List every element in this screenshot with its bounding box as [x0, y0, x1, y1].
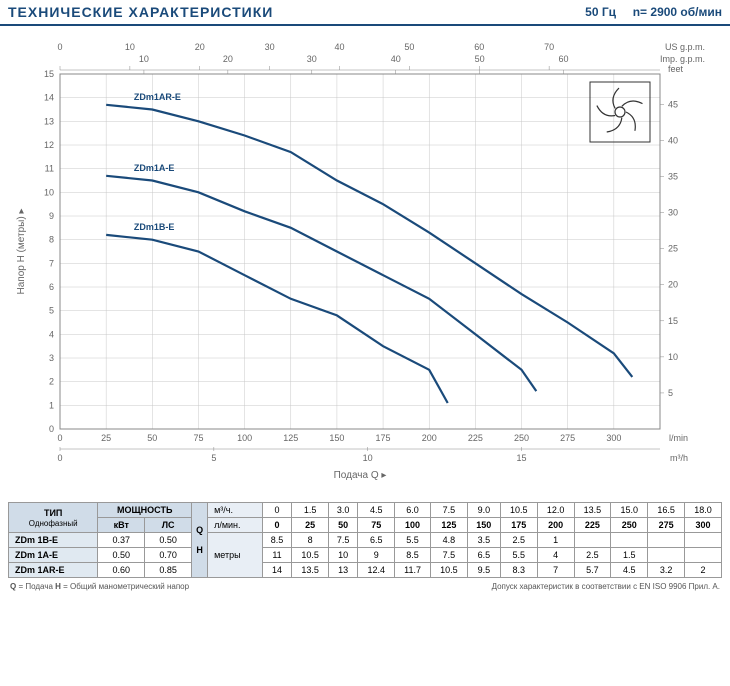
svg-text:25: 25	[101, 433, 111, 443]
svg-text:0: 0	[57, 453, 62, 463]
svg-text:60: 60	[474, 42, 484, 52]
svg-text:0: 0	[49, 424, 54, 434]
svg-text:100: 100	[237, 433, 252, 443]
svg-text:15: 15	[44, 69, 54, 79]
svg-text:13: 13	[44, 116, 54, 126]
svg-text:70: 70	[544, 42, 554, 52]
svg-text:30: 30	[307, 54, 317, 64]
svg-text:175: 175	[376, 433, 391, 443]
svg-text:25: 25	[668, 244, 678, 254]
svg-text:10: 10	[363, 453, 373, 463]
svg-text:125: 125	[283, 433, 298, 443]
svg-text:Напор H (метры) ▸: Напор H (метры) ▸	[16, 209, 27, 295]
svg-text:15: 15	[668, 316, 678, 326]
svg-text:200: 200	[422, 433, 437, 443]
performance-chart: 0123456789101112131415025507510012515017…	[10, 34, 720, 484]
chart-container: 0123456789101112131415025507510012515017…	[0, 34, 730, 484]
iso-note: Допуск характеристик в соответствии с EN…	[492, 582, 720, 591]
svg-text:5: 5	[668, 388, 673, 398]
svg-text:14: 14	[44, 93, 54, 103]
svg-text:275: 275	[560, 433, 575, 443]
svg-text:300: 300	[606, 433, 621, 443]
svg-text:50: 50	[147, 433, 157, 443]
freq-label: 50 Гц	[585, 5, 616, 19]
q-def: = Подача	[16, 582, 55, 591]
svg-text:2: 2	[49, 377, 54, 387]
svg-text:50: 50	[404, 42, 414, 52]
svg-text:40: 40	[334, 42, 344, 52]
svg-text:8: 8	[49, 235, 54, 245]
svg-text:20: 20	[668, 280, 678, 290]
svg-text:30: 30	[265, 42, 275, 52]
svg-text:15: 15	[517, 453, 527, 463]
svg-text:Подача Q ▸: Подача Q ▸	[334, 470, 387, 481]
svg-text:10: 10	[139, 54, 149, 64]
svg-text:75: 75	[193, 433, 203, 443]
svg-text:150: 150	[329, 433, 344, 443]
svg-text:12: 12	[44, 140, 54, 150]
svg-text:45: 45	[668, 99, 678, 109]
h-def: = Общий манометрический напор	[61, 582, 189, 591]
svg-text:5: 5	[211, 453, 216, 463]
data-table-wrap: ТИПОднофазныйМОЩНОСТЬQHм³/ч.01.53.04.56.…	[0, 502, 730, 578]
svg-text:Imp. g.p.m.: Imp. g.p.m.	[660, 54, 705, 64]
svg-text:ZDm1B-E: ZDm1B-E	[134, 222, 175, 232]
data-table: ТИПОднофазныйМОЩНОСТЬQHм³/ч.01.53.04.56.…	[8, 502, 722, 578]
svg-text:0: 0	[57, 433, 62, 443]
header-params: 50 Гц n= 2900 об/мин	[585, 5, 722, 19]
svg-text:225: 225	[468, 433, 483, 443]
svg-text:m³/h: m³/h	[670, 453, 688, 463]
svg-text:7: 7	[49, 258, 54, 268]
svg-text:20: 20	[195, 42, 205, 52]
svg-text:3: 3	[49, 353, 54, 363]
svg-text:35: 35	[668, 172, 678, 182]
legend-note: Q = Подача H = Общий манометрический нап…	[10, 582, 189, 591]
svg-text:10: 10	[668, 352, 678, 362]
svg-text:1: 1	[49, 400, 54, 410]
svg-text:ZDm1A-E: ZDm1A-E	[134, 163, 175, 173]
svg-text:6: 6	[49, 282, 54, 292]
svg-text:ZDm1AR-E: ZDm1AR-E	[134, 92, 181, 102]
svg-text:30: 30	[668, 208, 678, 218]
svg-text:l/min: l/min	[669, 433, 688, 443]
svg-text:40: 40	[391, 54, 401, 64]
page-title: ТЕХНИЧЕСКИЕ ХАРАКТЕРИСТИКИ	[8, 4, 273, 20]
svg-text:60: 60	[559, 54, 569, 64]
svg-text:0: 0	[57, 42, 62, 52]
rpm-label: n= 2900 об/мин	[633, 5, 722, 19]
svg-text:250: 250	[514, 433, 529, 443]
svg-text:11: 11	[45, 164, 54, 174]
svg-text:40: 40	[668, 135, 678, 145]
header-bar: ТЕХНИЧЕСКИЕ ХАРАКТЕРИСТИКИ 50 Гц n= 2900…	[0, 0, 730, 26]
svg-text:US g.p.m.: US g.p.m.	[665, 42, 705, 52]
svg-text:50: 50	[475, 54, 485, 64]
svg-text:9: 9	[49, 211, 54, 221]
footnote: Q = Подача H = Общий манометрический нап…	[0, 578, 730, 595]
svg-text:4: 4	[49, 329, 54, 339]
svg-text:5: 5	[49, 306, 54, 316]
svg-text:feet: feet	[668, 64, 684, 74]
svg-text:10: 10	[44, 187, 54, 197]
svg-text:20: 20	[223, 54, 233, 64]
svg-text:10: 10	[125, 42, 135, 52]
